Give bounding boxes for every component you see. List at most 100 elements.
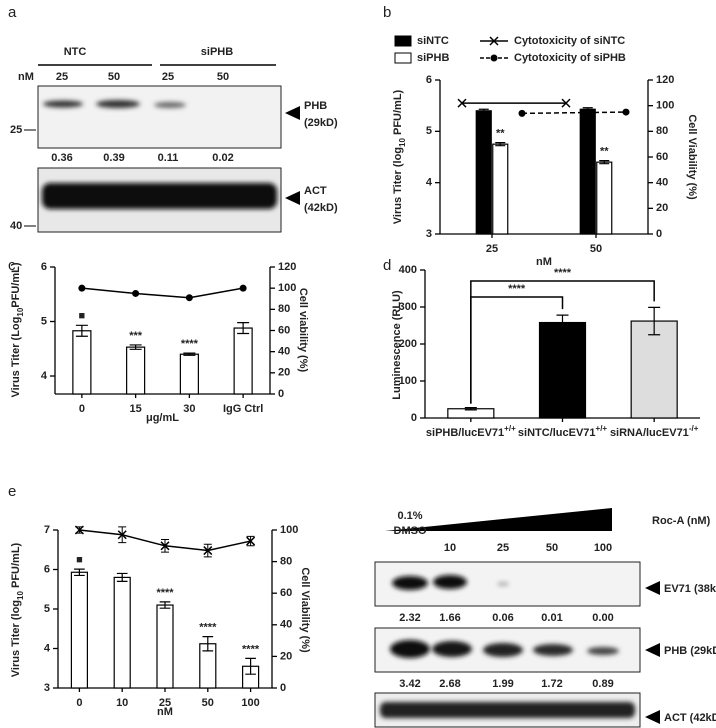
annotation: *** <box>129 330 143 342</box>
x-axis-label: μg/mL <box>146 412 179 424</box>
y-label-sub: 10 <box>16 591 25 600</box>
group-label: NTC <box>64 46 87 58</box>
band-label: PHB <box>304 100 327 112</box>
point <box>160 541 170 551</box>
y-label-part: PFU/mL) <box>392 89 404 138</box>
wedge <box>385 508 612 531</box>
y2-tick-label: 60 <box>280 587 292 599</box>
category: siPHB/lucEV71 <box>426 427 504 439</box>
y-tick-label: 4 <box>44 642 51 654</box>
error-bar <box>495 142 506 147</box>
x-tick-label: siPHB/lucEV71+/+ <box>426 424 516 439</box>
point <box>457 98 467 108</box>
y-label-sub: 10 <box>16 307 25 316</box>
lane-label: 100 <box>594 542 612 554</box>
legend-label: siNTC <box>417 35 449 47</box>
band <box>587 647 619 655</box>
bar <box>596 161 613 235</box>
category: 25 <box>486 243 498 255</box>
marker: 40 <box>10 220 22 232</box>
y2-tick-label: 0 <box>278 388 284 400</box>
panel-label: c <box>8 257 16 274</box>
point <box>78 284 86 292</box>
y2-tick-label: 80 <box>278 303 290 315</box>
y2-tick-label: 20 <box>656 202 668 214</box>
line <box>521 111 627 115</box>
line <box>81 287 244 299</box>
error-bar <box>237 321 250 335</box>
y-label-part: PFU/mL) <box>10 262 22 308</box>
panel-label: d <box>383 257 391 274</box>
error-bar <box>202 636 214 652</box>
y-label-sub: 10 <box>398 138 407 147</box>
annotation: ■ <box>79 310 86 322</box>
x-tick-label: 50 <box>202 697 214 709</box>
point <box>132 289 140 297</box>
lane-label: 50 <box>217 71 229 83</box>
error-bar <box>556 314 569 331</box>
unit: nM <box>18 71 34 83</box>
y2-tick-label: 20 <box>278 367 290 379</box>
point <box>185 294 193 302</box>
point <box>561 98 571 108</box>
y2-tick-label: 40 <box>280 619 292 631</box>
lane-label: DMSO <box>394 525 427 537</box>
y-label-part: Virus Titer (Log <box>10 317 22 398</box>
y-tick-label: 4 <box>426 177 433 189</box>
quant: 0.02 <box>212 152 233 164</box>
lane-label: 50 <box>546 542 558 554</box>
error-bar <box>599 159 610 165</box>
lane-label: 25 <box>56 71 68 83</box>
y2-tick-label: 80 <box>280 556 292 568</box>
bar <box>579 108 596 235</box>
point <box>246 536 256 546</box>
y2-tick-label: 120 <box>656 74 674 86</box>
point <box>622 108 630 116</box>
category-superscript: -/+ <box>689 424 699 433</box>
annotation: **** <box>554 267 572 279</box>
y2-tick-label: 40 <box>656 177 668 189</box>
error-bar <box>129 344 142 350</box>
x-tick-label: 15 <box>130 403 142 415</box>
point <box>518 109 526 117</box>
band <box>43 100 83 108</box>
x-axis-label: nM <box>157 706 173 718</box>
quant: 0.39 <box>103 152 124 164</box>
y2-tick-label: 100 <box>278 282 296 294</box>
bar <box>630 320 678 419</box>
category: 0 <box>76 697 82 709</box>
x-tick-label: 25 <box>486 243 498 255</box>
quant: 2.68 <box>439 678 460 690</box>
x-tick-label: 0 <box>76 697 82 709</box>
y2-tick-label: 120 <box>278 261 296 273</box>
lane-label: 0.1% <box>397 510 422 522</box>
y2-tick-label: 20 <box>280 650 292 662</box>
annotation: **** <box>242 643 260 655</box>
y2-axis-label: Cell viability (%) <box>297 288 309 373</box>
chart: 0 100 200 300 400 Luminescence (RLU) siPHB/luc… <box>391 264 700 439</box>
quant: 0.36 <box>51 152 72 164</box>
error-bar <box>582 107 593 112</box>
y2-tick-label: 0 <box>280 682 286 694</box>
bar <box>126 346 146 395</box>
y-tick-label: 300 <box>399 301 417 313</box>
panel-label: b <box>383 4 391 21</box>
band <box>483 643 523 657</box>
y-axis-label: Virus Titer (log10 PFU/mL) <box>10 542 25 677</box>
y-tick-label: 200 <box>399 338 417 350</box>
band <box>433 575 467 589</box>
bar <box>72 330 92 395</box>
category: siNTC/lucEV71 <box>518 427 596 439</box>
category: 0 <box>79 403 85 415</box>
y-tick-label: 4 <box>41 370 48 382</box>
lane-label: 25 <box>162 71 174 83</box>
annotation: ** <box>496 128 505 140</box>
y-tick-label: 6 <box>41 261 47 273</box>
panel-label: e <box>8 483 16 500</box>
y-tick-label: 100 <box>399 375 417 387</box>
category: 50 <box>202 697 214 709</box>
panel-label: a <box>8 4 17 21</box>
bar <box>179 353 199 395</box>
legend-label: Cytotoxicity of siPHB <box>514 52 626 64</box>
